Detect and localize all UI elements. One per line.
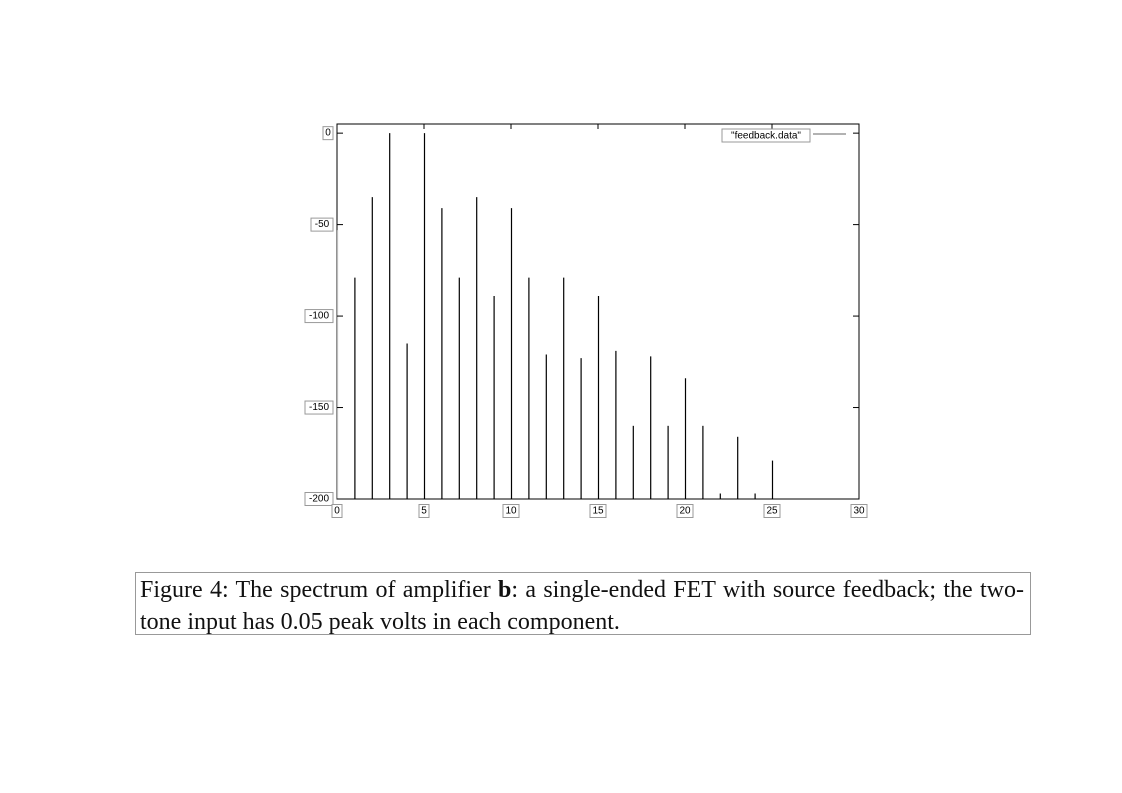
x-tick-label: 25 [766, 506, 778, 517]
tick-label-box [589, 504, 607, 518]
tick-label-box [418, 504, 430, 518]
legend-box [721, 128, 811, 143]
caption-bold: b [498, 577, 512, 603]
y-tick-label: -200 [309, 494, 329, 505]
figure-caption: Figure 4: The spectrum of amplifier b: a… [135, 572, 1031, 635]
caption-suffix: : a single-ended FET with source feedbac… [140, 577, 1024, 635]
y-tick-label: -50 [315, 219, 330, 230]
y-tick-label: -150 [309, 402, 329, 413]
y-tick-label: -100 [309, 311, 329, 322]
x-tick-label: 10 [505, 506, 517, 517]
caption-prefix: Figure 4: The spectrum of amplifier [140, 577, 499, 603]
tick-label-box [310, 217, 334, 232]
tick-label-box [763, 504, 781, 518]
spectrum-chart: 0 -50 -100 -150 -200 0 5 10 15 20 25 30 "feedback.da… [304, 123, 868, 518]
tick-label-box [304, 492, 334, 506]
tick-label-box [304, 309, 334, 324]
tick-label-box [304, 400, 334, 415]
tick-label-box [676, 504, 694, 518]
y-tick-label: 0 [325, 128, 331, 139]
x-tick-label: 30 [853, 506, 865, 517]
x-tick-label: 15 [592, 506, 604, 517]
tick-label-box [502, 504, 520, 518]
tick-label-box [322, 126, 334, 141]
x-tick-label: 20 [679, 506, 691, 517]
legend-label: "feedback.data" [731, 131, 801, 142]
x-tick-label: 0 [334, 506, 340, 517]
x-tick-label: 5 [421, 506, 427, 517]
tick-label-box [331, 504, 343, 518]
tick-label-box [850, 504, 868, 518]
